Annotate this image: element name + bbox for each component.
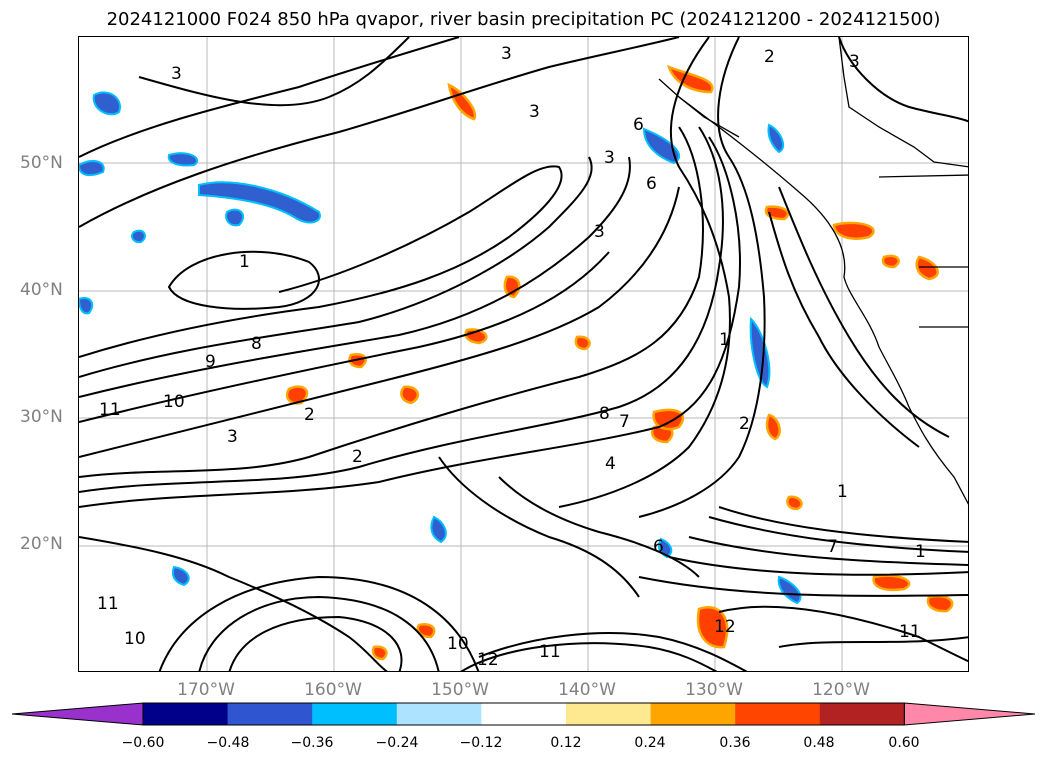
contour-label: 3 [604,148,615,168]
contour-label: 1 [837,482,848,502]
contour-plot: 3 3 3 2 3 6 3 6 3 1 1 8 9 10 11 2 3 2 4 … [79,37,968,671]
contour-label: 11 [899,622,921,642]
colorbar-tick: −0.60 [121,735,165,751]
lon-label-120w: 120°W [812,680,870,700]
contour-label: 8 [599,404,610,424]
colorbar-extend-high [903,702,1036,726]
contour-label: 11 [97,594,119,614]
colorbar-segments [11,702,1036,726]
contour-label: 3 [594,222,605,242]
contour-label: 6 [653,537,664,557]
contour-label: 6 [646,174,657,194]
qvapor-contours [79,37,968,671]
contour-label: 4 [605,454,616,474]
contour-label: 10 [124,629,146,649]
contour-label: 3 [529,102,540,122]
colorbar-extend-low [11,702,144,726]
colorbar-tick: 0.36 [719,735,751,751]
contour-label: 3 [849,52,860,72]
colorbar-tick: −0.12 [459,735,503,751]
contour-label: 6 [633,115,644,135]
contour-label: 8 [251,334,262,354]
lat-label-50n: 50°N [20,153,63,173]
contour-label: 12 [714,617,736,637]
contour-label: 10 [447,634,469,654]
contour-label: 2 [764,47,775,67]
contour-label: 12 [477,650,499,670]
lat-label-30n: 30°N [20,407,63,427]
contour-label: 1 [239,252,250,272]
colorbar-tick: −0.36 [290,735,334,751]
colorbar-tick: 0.12 [550,735,582,751]
contour-label: 11 [539,642,561,662]
lat-label-40n: 40°N [20,280,63,300]
contour-label: 10 [163,392,185,412]
colorbar-segment [481,703,567,725]
contour-label-group: 3 3 3 2 3 6 3 6 3 1 1 8 9 10 11 2 3 2 4 … [97,44,926,670]
colorbar-tick: 0.24 [634,735,666,751]
lon-label-160w: 160°W [304,680,362,700]
contour-label: 2 [304,405,315,425]
graticule [79,37,968,671]
colorbar [11,702,1036,726]
contour-label: 7 [619,412,630,432]
colorbar-segment [143,703,229,725]
contour-label: 2 [739,414,750,434]
lon-label-170w: 170°W [177,680,235,700]
contour-label: 3 [501,44,512,64]
colorbar-segment [396,703,482,725]
contour-label: 11 [99,400,121,420]
colorbar-segment [735,703,821,725]
colorbar-segment [566,703,652,725]
contour-label: 3 [171,64,182,84]
contour-label: 9 [205,352,216,372]
colorbar-segment [819,703,905,725]
colorbar-segment [227,703,313,725]
lon-label-140w: 140°W [558,680,616,700]
map-panel: 3 3 3 2 3 6 3 6 3 1 1 8 9 10 11 2 3 2 4 … [78,36,969,672]
negative-precip-patches [79,91,802,605]
lon-label-150w: 150°W [431,680,489,700]
contour-label: 3 [227,427,238,447]
contour-label: 2 [352,447,363,467]
colorbar-tick: −0.48 [206,735,250,751]
colorbar-segment [312,703,398,725]
colorbar-tick: −0.24 [375,735,419,751]
colorbar-tick: 0.60 [888,735,920,751]
colorbar-segment [650,703,736,725]
contour-label: 1 [915,542,926,562]
map-title: 2024121000 F024 850 hPa qvapor, river ba… [106,9,941,30]
lat-label-20n: 20°N [20,534,63,554]
contour-label: 1 [719,330,730,350]
lon-label-130w: 130°W [685,680,743,700]
coastlines [658,37,968,505]
colorbar-tick: 0.48 [803,735,835,751]
colorbar-outline [142,702,905,726]
contour-label: 7 [827,537,838,557]
